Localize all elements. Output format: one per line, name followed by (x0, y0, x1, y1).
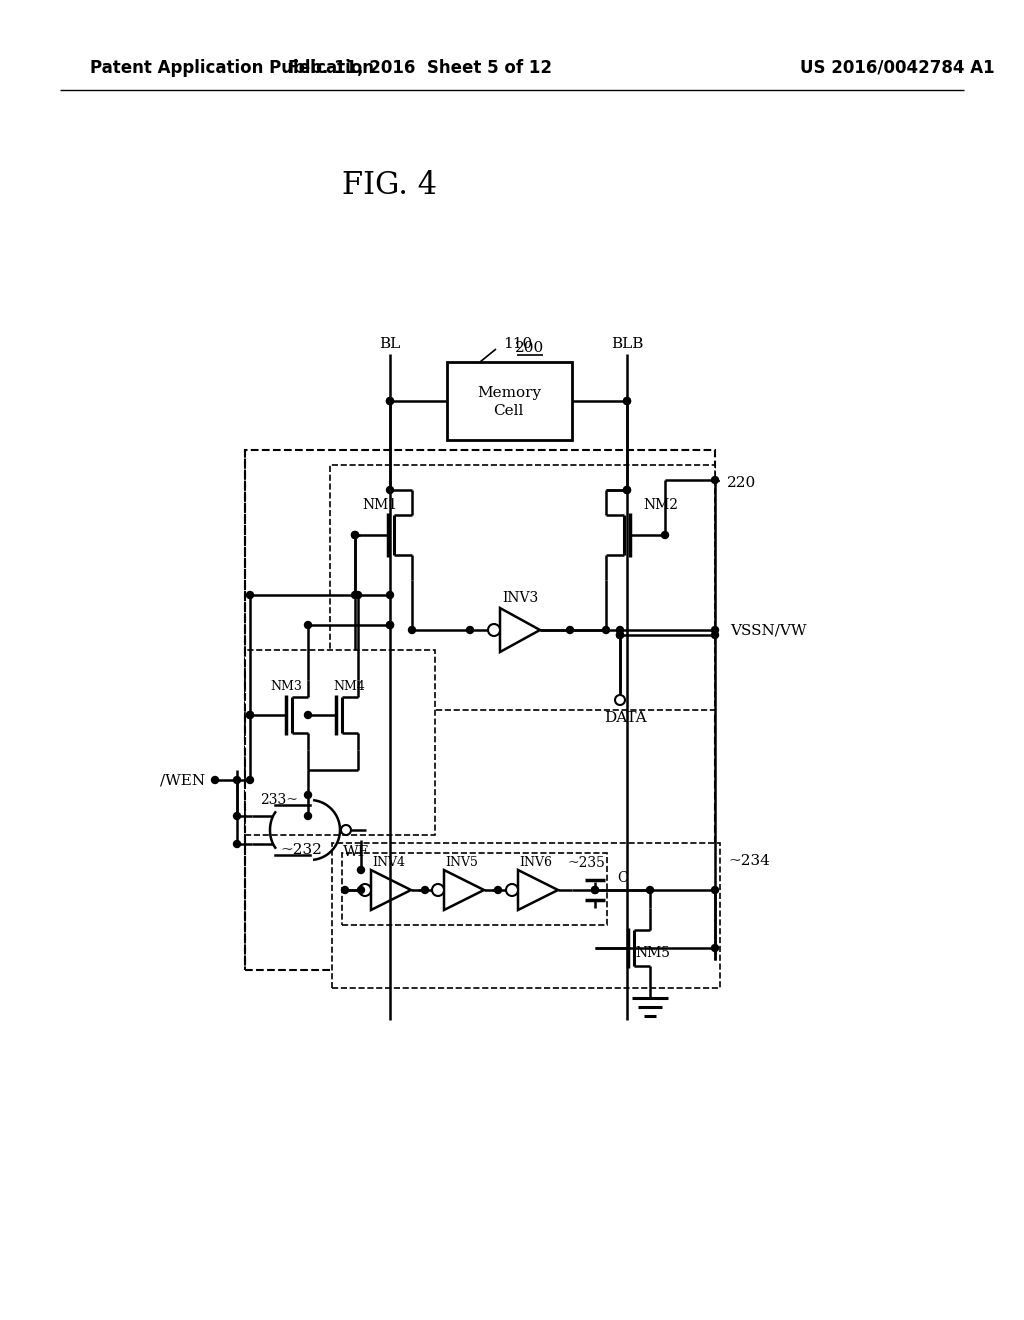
Text: NM4: NM4 (333, 681, 365, 693)
Text: INV5: INV5 (445, 855, 478, 869)
Text: Patent Application Publication: Patent Application Publication (90, 59, 374, 77)
Circle shape (247, 711, 254, 718)
Text: ~234: ~234 (728, 854, 770, 869)
Text: INV4: INV4 (373, 855, 406, 869)
Circle shape (357, 887, 365, 894)
Text: INV6: INV6 (519, 855, 553, 869)
Text: 220: 220 (727, 477, 757, 490)
Circle shape (359, 884, 371, 896)
Text: 233~: 233~ (260, 793, 298, 807)
Circle shape (341, 887, 348, 894)
Circle shape (304, 813, 311, 820)
Circle shape (409, 627, 416, 634)
Circle shape (304, 711, 311, 718)
Circle shape (304, 622, 311, 628)
Circle shape (386, 622, 393, 628)
Text: INV3: INV3 (502, 591, 539, 605)
Text: C: C (617, 871, 628, 884)
Circle shape (386, 397, 393, 404)
Text: NM2: NM2 (643, 498, 678, 512)
Text: DATA: DATA (604, 711, 646, 725)
Circle shape (592, 887, 598, 894)
Circle shape (488, 624, 500, 636)
Circle shape (386, 591, 393, 598)
Circle shape (233, 813, 241, 820)
Circle shape (615, 696, 625, 705)
Circle shape (233, 841, 241, 847)
Text: NM1: NM1 (362, 498, 397, 512)
Circle shape (616, 631, 624, 639)
Circle shape (616, 627, 624, 634)
Circle shape (616, 631, 624, 639)
Circle shape (712, 887, 719, 894)
Bar (245, 450, 715, 970)
Circle shape (247, 776, 254, 784)
Circle shape (624, 487, 631, 494)
Text: ~235: ~235 (567, 855, 605, 870)
Text: Cell: Cell (493, 404, 523, 418)
Circle shape (233, 776, 241, 784)
Circle shape (712, 477, 719, 483)
Circle shape (386, 397, 393, 404)
Text: US 2016/0042784 A1: US 2016/0042784 A1 (800, 59, 994, 77)
Text: NM3: NM3 (270, 681, 302, 693)
Text: NM5: NM5 (635, 946, 670, 960)
Text: BL: BL (379, 337, 400, 351)
Circle shape (712, 627, 719, 634)
Circle shape (602, 627, 609, 634)
Text: BLB: BLB (610, 337, 643, 351)
Bar (330, 465, 715, 710)
Circle shape (351, 591, 358, 598)
Circle shape (351, 532, 358, 539)
Circle shape (624, 397, 631, 404)
Text: ~232: ~232 (280, 843, 322, 857)
Circle shape (662, 532, 669, 539)
Text: 200: 200 (515, 341, 545, 355)
Circle shape (351, 532, 358, 539)
Circle shape (212, 776, 218, 784)
Text: FIG. 4: FIG. 4 (342, 169, 437, 201)
Circle shape (712, 631, 719, 639)
Circle shape (304, 792, 311, 799)
Circle shape (247, 591, 254, 598)
Bar (245, 649, 435, 836)
Circle shape (357, 866, 365, 874)
Text: /WEN: /WEN (160, 774, 205, 787)
Circle shape (506, 884, 518, 896)
Circle shape (646, 887, 653, 894)
Circle shape (341, 825, 351, 836)
Circle shape (592, 887, 598, 894)
Circle shape (354, 591, 361, 598)
Text: Feb. 11, 2016  Sheet 5 of 12: Feb. 11, 2016 Sheet 5 of 12 (288, 59, 552, 77)
Text: 110: 110 (503, 337, 532, 351)
Bar (332, 843, 720, 987)
Circle shape (624, 397, 631, 404)
Text: VSSN/VW: VSSN/VW (730, 623, 807, 638)
Circle shape (624, 487, 631, 494)
Circle shape (247, 711, 254, 718)
Circle shape (432, 884, 444, 896)
Text: Memory: Memory (477, 385, 541, 400)
Circle shape (422, 887, 428, 894)
Circle shape (386, 487, 393, 494)
Circle shape (467, 627, 473, 634)
Circle shape (566, 627, 573, 634)
Circle shape (495, 887, 502, 894)
Circle shape (386, 622, 393, 628)
Bar (447, 362, 572, 440)
Bar (342, 853, 607, 925)
Text: WF: WF (343, 845, 369, 859)
Circle shape (712, 945, 719, 952)
